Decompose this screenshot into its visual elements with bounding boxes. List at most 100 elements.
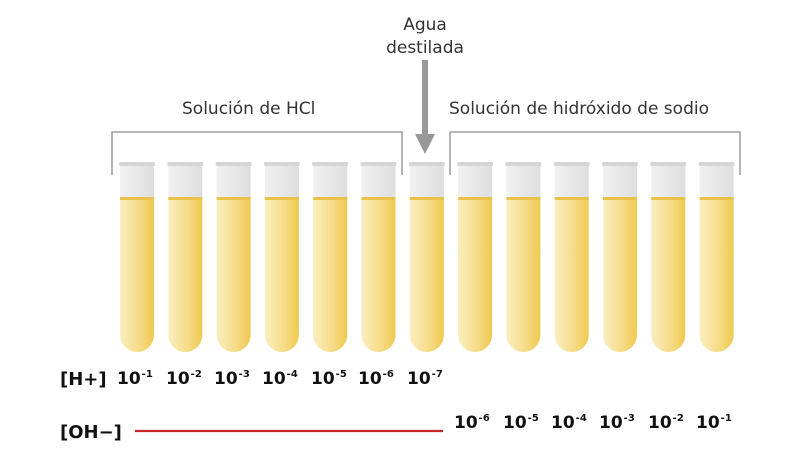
tube-glass [361, 165, 396, 199]
tube-rim [553, 162, 590, 166]
oh-concentration-value: 10-3 [599, 413, 635, 433]
water-label: Agua destilada [370, 14, 480, 60]
tube-meniscus [313, 197, 348, 200]
tube-rim [312, 162, 349, 166]
tube-meniscus [120, 197, 154, 200]
h-concentration-value: 10-1 [117, 369, 153, 389]
tube-liquid [409, 198, 444, 352]
h-concentration-value: 10-2 [166, 369, 202, 389]
test-tube [360, 162, 397, 352]
test-tube [119, 162, 155, 352]
tube-liquid [554, 198, 589, 352]
tube-meniscus [409, 197, 444, 200]
oh-concentration-value: 10-1 [696, 413, 732, 433]
acid-bracket [111, 131, 403, 175]
tube-rim [698, 162, 735, 166]
conc-exponent: -3 [623, 413, 635, 424]
conc-exponent: -1 [141, 369, 153, 380]
conc-exponent: -6 [382, 369, 394, 380]
tube-glass [603, 165, 637, 199]
tube-liquid [216, 198, 251, 352]
h-concentration-value: 10-4 [262, 369, 298, 389]
h-concentration-value: 10-6 [358, 369, 394, 389]
tube-glass [699, 165, 734, 199]
h-concentration-value: 10-5 [311, 369, 347, 389]
base-group-label: Solución de hidróxido de sodio [449, 99, 709, 119]
test-tube [215, 162, 252, 352]
test-tube [553, 162, 590, 352]
tube-glass [554, 165, 589, 199]
tube-glass [120, 165, 154, 199]
tube-glass [409, 165, 444, 199]
test-tube [167, 162, 204, 352]
conc-base: 10 [407, 369, 431, 389]
tube-glass [506, 165, 541, 199]
tube-liquid [506, 198, 541, 353]
conc-exponent: -3 [238, 369, 250, 380]
conc-exponent: -5 [335, 369, 347, 380]
tube-meniscus [651, 197, 686, 200]
conc-base: 10 [214, 369, 238, 389]
conc-base: 10 [503, 413, 527, 433]
water-label-line1: Agua [403, 15, 447, 35]
test-tube [408, 162, 445, 352]
tube-rim [119, 162, 155, 166]
test-tube [602, 162, 638, 352]
conc-base: 10 [648, 413, 672, 433]
tube-liquid [458, 198, 493, 352]
conc-exponent: -2 [672, 413, 684, 424]
conc-base: 10 [358, 369, 382, 389]
tube-rim [650, 162, 687, 166]
tube-meniscus [264, 197, 299, 200]
tube-rim [602, 162, 638, 166]
tube-meniscus [216, 197, 251, 200]
oh-concentration-value: 10-2 [648, 413, 684, 433]
test-tube [457, 162, 494, 352]
tube-meniscus [554, 197, 589, 200]
conc-base: 10 [311, 369, 335, 389]
tube-glass [458, 165, 493, 199]
test-tube [312, 162, 349, 352]
conc-base: 10 [696, 413, 720, 433]
conc-base: 10 [117, 369, 141, 389]
tube-rim [457, 162, 494, 166]
conc-base: 10 [166, 369, 190, 389]
tube-meniscus [168, 197, 203, 200]
tube-glass [216, 165, 251, 199]
conc-exponent: -4 [575, 413, 587, 424]
tube-glass [313, 165, 348, 199]
tube-rim [215, 162, 252, 166]
oh-concentration-value: 10-4 [551, 413, 587, 433]
tube-rim [263, 162, 300, 166]
tube-glass [264, 165, 299, 199]
tube-liquid [168, 198, 203, 352]
tube-meniscus [506, 197, 541, 200]
tube-meniscus [361, 197, 396, 200]
conc-exponent: -1 [720, 413, 732, 424]
conc-base: 10 [551, 413, 575, 433]
test-tubes [119, 162, 735, 353]
tube-liquid [120, 198, 154, 352]
h-concentration-value: 10-7 [407, 369, 443, 389]
test-tube [505, 162, 542, 353]
conc-base: 10 [262, 369, 286, 389]
tube-glass [168, 165, 203, 199]
conc-exponent: -6 [478, 413, 490, 424]
tube-liquid [313, 198, 348, 352]
conc-exponent: -2 [190, 369, 202, 380]
tube-liquid [603, 198, 637, 352]
tube-rim [360, 162, 397, 166]
tube-liquid [361, 198, 396, 352]
conc-base: 10 [454, 413, 478, 433]
tube-liquid [651, 198, 686, 352]
tube-liquid [699, 198, 734, 352]
oh-concentration-value: 10-6 [454, 413, 490, 433]
tube-meniscus [603, 197, 637, 200]
water-label-line2: destilada [386, 38, 464, 58]
tube-rim [167, 162, 204, 166]
conc-exponent: -5 [527, 413, 539, 424]
conc-base: 10 [599, 413, 623, 433]
tube-glass [651, 165, 686, 199]
test-tube [698, 162, 735, 352]
tube-meniscus [699, 197, 734, 200]
